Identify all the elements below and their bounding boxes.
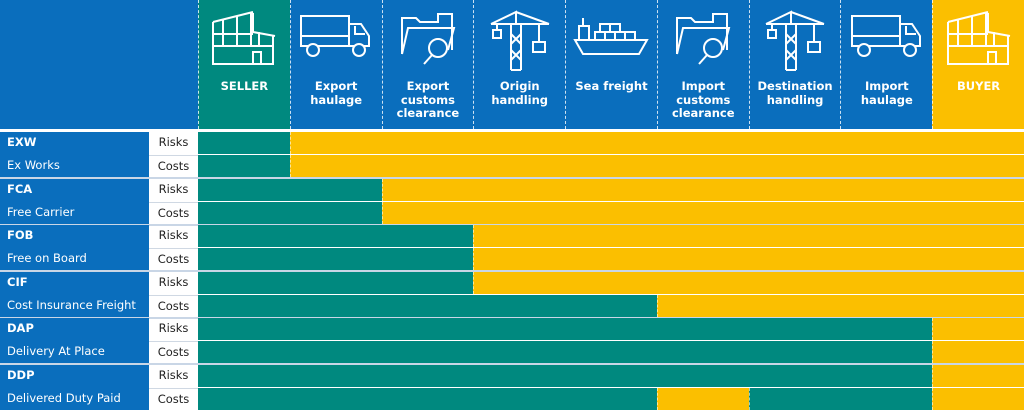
incoterm-code: EXW <box>7 135 37 149</box>
buyer-segment <box>473 271 1024 294</box>
incoterm-name: Ex Works <box>7 158 60 172</box>
seller-segment <box>198 341 933 364</box>
group-divider <box>0 363 1024 366</box>
costs-bar <box>198 201 1024 224</box>
risks-bar <box>198 178 1024 201</box>
stage-import-haulage: Import haulage <box>840 0 932 129</box>
costs-bar <box>198 248 1024 271</box>
buyer-segment <box>932 388 1024 410</box>
risks-bar <box>198 271 1024 294</box>
buyer-segment <box>473 248 1024 271</box>
stage-label: BUYER <box>957 79 1001 93</box>
risks-bar <box>198 132 1024 154</box>
risks-label: Risks <box>158 368 189 382</box>
incoterm-name: Free Carrier <box>7 204 75 219</box>
stage-label: Export haulage <box>310 79 363 107</box>
incoterm-code: FOB <box>7 228 34 243</box>
incoterm-name: Delivery At Place <box>7 344 105 359</box>
costs-label: Costs <box>149 248 198 270</box>
seller-segment <box>198 271 474 294</box>
stage-sea-freight: Sea freight <box>565 0 657 129</box>
group-divider <box>0 316 1024 319</box>
seller-segment <box>198 132 290 154</box>
group-divider <box>0 177 1024 179</box>
stage-label: Export customs clearance <box>396 79 460 120</box>
incoterm-code: FCA <box>7 181 33 196</box>
risks-bar <box>198 365 1024 387</box>
incoterm-label: FOB Free on Board <box>0 225 149 271</box>
stage-label: SELLER <box>220 79 269 93</box>
seller-segment <box>198 201 382 224</box>
costs-label: Costs <box>149 388 198 410</box>
seller-segment <box>198 294 657 317</box>
incoterm-label: EXW Ex Works <box>0 132 149 177</box>
incoterm-label: FCA Free Carrier <box>0 178 149 224</box>
seller-segment <box>198 225 474 248</box>
stage-label: Origin handling <box>491 79 549 107</box>
costs-bar <box>198 155 1024 177</box>
risks-label: Risks <box>158 181 189 196</box>
costs-bar <box>198 388 1024 410</box>
stage-import-customs-clearance: Import customs clearance <box>656 0 749 129</box>
stage-destination-handling: Destination handling <box>748 0 841 129</box>
stage-seller: SELLER <box>198 0 290 129</box>
risks-bar <box>198 225 1024 248</box>
buyer-segment <box>932 318 1024 341</box>
costs-label: Costs <box>149 201 198 224</box>
stage-buyer: BUYER <box>932 0 1024 129</box>
stage-label: Import haulage <box>860 79 913 107</box>
stage-origin-handling: Origin handling <box>473 0 565 129</box>
seller-segment <box>748 388 933 410</box>
group-divider <box>0 223 1024 226</box>
buyer-segment <box>289 155 1024 177</box>
incoterm-label: CIF Cost Insurance Freight <box>0 271 149 317</box>
risks-label: Risks <box>158 321 189 336</box>
risks-label: Risks <box>158 274 189 289</box>
incoterm-cif: CIF Cost Insurance Freight Risks Costs <box>0 271 1024 317</box>
risks-label: Risks <box>158 135 189 149</box>
stage-label: Sea freight <box>575 79 648 93</box>
buyer-segment <box>289 132 1024 154</box>
costs-label: Costs <box>149 294 198 317</box>
seller-segment <box>198 318 933 341</box>
costs-bar <box>198 294 1024 317</box>
incoterm-code: DDP <box>7 368 35 382</box>
seller-segment <box>198 388 657 410</box>
costs-bar <box>198 341 1024 364</box>
buyer-segment <box>473 225 1024 248</box>
incoterm-label: DAP Delivery At Place <box>0 318 149 364</box>
incoterm-ddp: DDP Delivered Duty Paid Risks Costs <box>0 365 1024 410</box>
incoterm-exw: EXW Ex Works Risks Costs <box>0 132 1024 177</box>
stage-label: Destination handling <box>757 79 833 107</box>
incoterm-name: Delivered Duty Paid <box>7 391 121 405</box>
incoterm-fca: FCA Free Carrier Risks Costs <box>0 178 1024 224</box>
buyer-segment <box>932 341 1024 364</box>
buyer-segment <box>656 388 749 410</box>
buyer-segment <box>381 178 1024 201</box>
incoterm-code: DAP <box>7 321 34 336</box>
incoterm-fob: FOB Free on Board Risks Costs <box>0 225 1024 271</box>
incoterm-name: Free on Board <box>7 251 87 266</box>
buyer-segment <box>381 201 1024 224</box>
incoterm-label: DDP Delivered Duty Paid <box>0 365 149 410</box>
seller-segment <box>198 365 933 387</box>
stage-header: SELLER Export haulage Export customs clear… <box>0 0 1024 129</box>
incoterm-name: Cost Insurance Freight <box>7 297 136 312</box>
stage-export-customs-clearance: Export customs clearance <box>381 0 474 129</box>
incoterm-code: CIF <box>7 274 28 289</box>
stage-export-haulage: Export haulage <box>289 0 382 129</box>
group-divider <box>0 270 1024 273</box>
costs-label: Costs <box>149 155 198 177</box>
stage-label: Import customs clearance <box>671 79 735 120</box>
seller-segment <box>198 178 382 201</box>
costs-label: Costs <box>149 341 198 363</box>
buyer-segment <box>656 294 1024 317</box>
seller-segment <box>198 155 290 177</box>
incoterm-dap: DAP Delivery At Place Risks Costs <box>0 318 1024 364</box>
header-divider <box>0 129 1024 132</box>
risks-bar <box>198 318 1024 341</box>
risks-label: Risks <box>158 228 189 243</box>
seller-segment <box>198 248 474 271</box>
buyer-segment <box>932 365 1024 387</box>
